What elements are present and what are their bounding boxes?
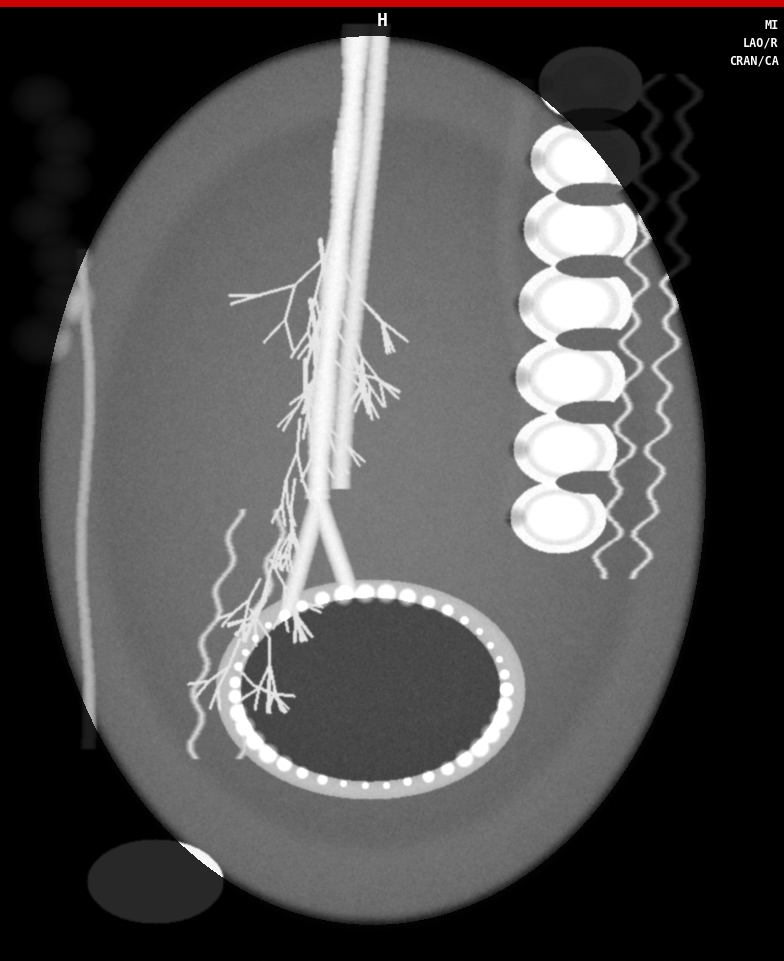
Text: LAO/R: LAO/R [743, 37, 779, 50]
Text: CRAN/CA: CRAN/CA [728, 54, 779, 67]
Bar [0, 8, 94, 70]
Bar [0, 0, 784, 8]
Text: MI: MI [764, 19, 779, 33]
Text: H: H [376, 12, 387, 30]
Bar [683, 8, 784, 75]
